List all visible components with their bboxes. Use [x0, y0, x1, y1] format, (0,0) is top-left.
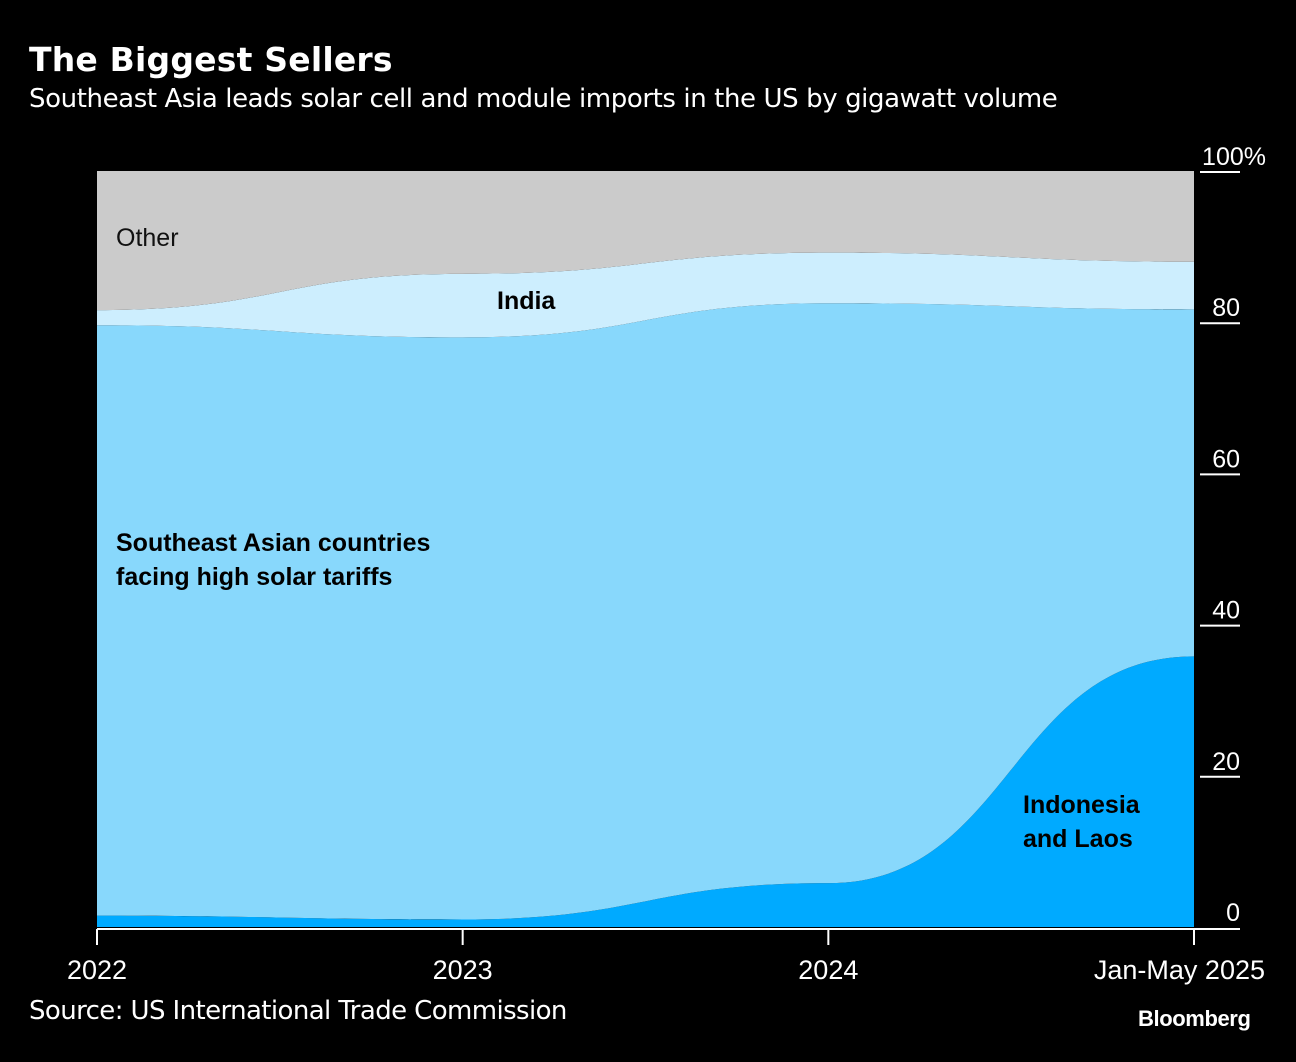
y-tick-label: 40: [1212, 597, 1240, 625]
chart-title: The Biggest Sellers: [29, 40, 393, 79]
area-southeast-asian-countries-facing-high-solar-tariffs: [97, 303, 1194, 920]
bloomberg-logo: Bloomberg: [1138, 1006, 1251, 1031]
y-tick-label: 0: [1226, 899, 1240, 927]
area-indonesia-and-laos: [97, 656, 1194, 927]
label-indonesia-line2: and Laos: [1023, 825, 1133, 853]
x-tick-label: 2022: [67, 955, 127, 985]
y-tick-label: 60: [1212, 445, 1240, 473]
y-tick-label: 100%: [1202, 143, 1266, 171]
y-tick-label: 20: [1212, 748, 1240, 776]
area-india: [97, 252, 1194, 338]
source-note: Source: US International Trade Commissio…: [29, 996, 567, 1026]
label-india: India: [497, 287, 556, 315]
x-tick-label: 2024: [798, 955, 858, 985]
area-layers: [97, 171, 1194, 927]
y-tick-label: 80: [1212, 294, 1240, 322]
x-axis: 2022 2023 2024 Jan-May 2025: [67, 928, 1265, 985]
area-other: [97, 171, 1194, 311]
x-tick-label: 2023: [433, 955, 493, 985]
series-labels: Other India Southeast Asian countries fa…: [116, 224, 1141, 853]
y-axis: 0 20 40 60 80 100%: [1200, 143, 1266, 927]
x-tick-label: Jan-May 2025: [1094, 955, 1265, 985]
label-indonesia-line1: Indonesia: [1023, 791, 1141, 819]
label-sea-line2: facing high solar tariffs: [116, 563, 392, 591]
label-other: Other: [116, 224, 179, 252]
label-sea-line1: Southeast Asian countries: [116, 529, 430, 557]
chart-subtitle: Southeast Asia leads solar cell and modu…: [29, 84, 1058, 114]
